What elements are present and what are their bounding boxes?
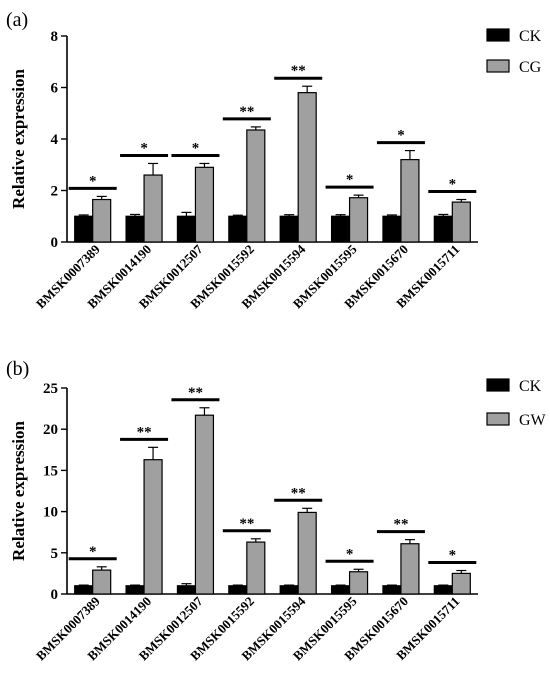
significance-mark: ** bbox=[239, 516, 254, 532]
legend-label-ck: CK bbox=[519, 378, 542, 395]
bar-gw bbox=[143, 459, 163, 595]
significance-mark: * bbox=[397, 128, 405, 144]
bar-ck bbox=[279, 215, 299, 243]
y-tick-label: 25 bbox=[43, 381, 58, 397]
significance-mark: * bbox=[89, 173, 97, 189]
bar-ck bbox=[176, 585, 197, 595]
bar-gw bbox=[246, 541, 266, 595]
bar-ck bbox=[382, 585, 402, 595]
bar-ck bbox=[228, 215, 248, 243]
significance-mark: * bbox=[140, 140, 148, 156]
bar-ck bbox=[228, 585, 248, 595]
bar-ck bbox=[125, 215, 145, 243]
significance-mark: * bbox=[449, 177, 457, 193]
significance-mark: ** bbox=[291, 485, 306, 501]
significance-mark: ** bbox=[137, 424, 152, 440]
legend-swatch-ck bbox=[486, 378, 510, 392]
legend-swatch-ck bbox=[486, 28, 510, 42]
y-tick-label: 0 bbox=[51, 587, 59, 603]
legend-label-ck: CK bbox=[519, 28, 542, 45]
bar-gw bbox=[400, 543, 420, 595]
significance-mark: ** bbox=[188, 385, 203, 401]
bar-cg bbox=[297, 92, 317, 243]
bar-cg bbox=[451, 201, 471, 243]
significance-mark: ** bbox=[239, 104, 254, 120]
bar-cg bbox=[143, 174, 163, 243]
significance-mark: ** bbox=[393, 517, 408, 533]
bar-gw bbox=[297, 511, 317, 595]
y-tick-label: 0 bbox=[51, 235, 59, 251]
bar-cg bbox=[348, 197, 369, 243]
y-tick-label: 10 bbox=[43, 505, 58, 521]
panel-label: (a) bbox=[6, 9, 28, 31]
y-tick-label: 15 bbox=[43, 463, 58, 479]
significance-mark: * bbox=[346, 546, 354, 562]
significance-mark: * bbox=[192, 140, 200, 156]
y-tick-label: 2 bbox=[51, 184, 59, 200]
bar-ck bbox=[382, 215, 402, 243]
bar-cg bbox=[194, 166, 215, 243]
y-tick-label: 4 bbox=[51, 132, 59, 148]
bar-gw bbox=[451, 572, 471, 595]
y-axis-label: Relative expression bbox=[9, 68, 28, 208]
bar-gw bbox=[348, 571, 369, 595]
y-tick-label: 20 bbox=[43, 422, 58, 438]
significance-mark: ** bbox=[291, 63, 306, 79]
bar-ck bbox=[125, 585, 145, 595]
significance-mark: * bbox=[449, 548, 457, 564]
bar-ck bbox=[433, 215, 453, 243]
bar-ck bbox=[330, 585, 351, 595]
bar-cg bbox=[400, 159, 420, 243]
bar-cg bbox=[92, 198, 112, 243]
bar-ck bbox=[74, 585, 94, 595]
significance-mark: * bbox=[346, 172, 354, 188]
y-tick-label: 6 bbox=[51, 81, 59, 97]
y-tick-label: 5 bbox=[51, 546, 59, 562]
bar-ck bbox=[74, 215, 94, 243]
legend-swatch-cg bbox=[486, 59, 510, 73]
bar-ck bbox=[330, 215, 351, 243]
significance-mark: * bbox=[89, 544, 97, 560]
legend-label-cg: CG bbox=[519, 59, 542, 76]
legend-swatch-gw bbox=[486, 412, 510, 426]
bar-gw bbox=[194, 414, 215, 595]
bar-gw bbox=[92, 569, 112, 595]
y-tick-label: 8 bbox=[51, 29, 59, 45]
bar-ck bbox=[433, 585, 453, 595]
y-axis-label: Relative expression bbox=[9, 420, 28, 560]
legend-label-gw: GW bbox=[519, 412, 547, 429]
bar-ck bbox=[279, 585, 299, 595]
panel-label: (b) bbox=[6, 358, 29, 380]
bar-ck bbox=[176, 215, 197, 243]
bar-cg bbox=[246, 129, 266, 243]
